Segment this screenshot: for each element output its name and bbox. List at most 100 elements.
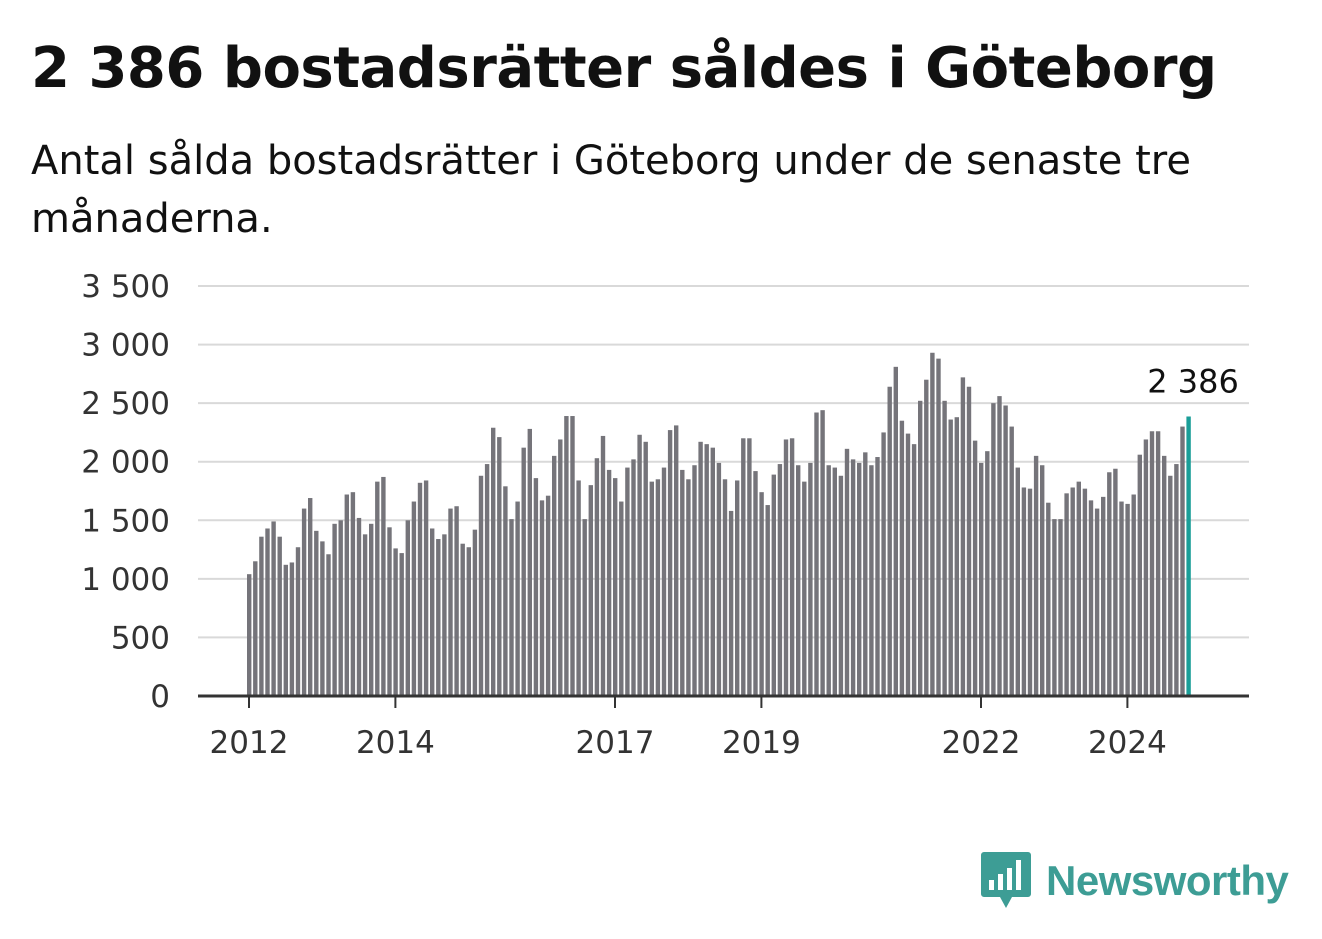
bar xyxy=(564,416,569,696)
bar xyxy=(405,520,410,696)
bar xyxy=(545,495,551,696)
bar xyxy=(698,441,703,696)
bar xyxy=(918,400,923,696)
bar xyxy=(314,530,319,696)
bar xyxy=(997,396,1002,696)
bar xyxy=(802,481,807,696)
bar xyxy=(606,469,612,696)
bar xyxy=(985,451,990,696)
x-axis-labels: 2012 2014 2017 2019 2022 2024 xyxy=(210,696,1167,761)
bar xyxy=(1155,431,1161,696)
bar xyxy=(277,536,282,696)
x-tick-label: 2012 xyxy=(210,725,289,761)
bar xyxy=(491,427,496,696)
bar xyxy=(1094,508,1100,696)
bar xyxy=(283,564,288,696)
x-tick-label: 2024 xyxy=(1088,725,1167,761)
chart-subtitle: Antal sålda bostadsrätter i Göteborg und… xyxy=(31,138,1191,242)
bar xyxy=(966,386,972,696)
bar xyxy=(716,462,722,696)
newsworthy-logo: Newsworthy xyxy=(980,850,1289,912)
bar xyxy=(393,548,398,696)
bar xyxy=(820,410,825,696)
bar xyxy=(704,444,709,696)
bar xyxy=(430,528,435,696)
bar xyxy=(423,480,429,696)
y-tick-label: 3 500 xyxy=(81,269,170,305)
y-tick-label: 2 000 xyxy=(81,445,170,481)
bar xyxy=(869,465,874,696)
bar xyxy=(765,505,770,696)
bar xyxy=(271,521,276,696)
bar xyxy=(991,403,996,696)
bar xyxy=(1174,464,1179,696)
bar xyxy=(1107,472,1112,696)
bar xyxy=(369,523,374,696)
bar xyxy=(1003,405,1008,696)
bar xyxy=(436,539,441,696)
bar xyxy=(771,474,776,696)
bar xyxy=(344,494,349,696)
bar xyxy=(850,459,856,696)
bar xyxy=(875,457,880,696)
bar xyxy=(509,519,514,696)
bar xyxy=(582,519,587,696)
bar xyxy=(948,419,953,696)
bar xyxy=(411,501,417,696)
bar xyxy=(942,400,947,696)
bar xyxy=(259,536,264,696)
bar xyxy=(1027,488,1033,696)
x-tick-label: 2019 xyxy=(722,725,801,761)
bar xyxy=(857,462,862,696)
y-tick-label: 1 500 xyxy=(81,503,170,539)
bar xyxy=(478,475,484,696)
bar-chart-logo-icon xyxy=(981,852,1031,908)
bar xyxy=(515,501,520,696)
bar xyxy=(503,486,508,696)
bars: 2 386 xyxy=(247,352,1239,696)
bar xyxy=(326,554,331,696)
bar xyxy=(1033,455,1039,696)
y-tick-label: 0 xyxy=(150,679,170,715)
bar xyxy=(332,523,337,696)
y-axis-labels: 0 500 1 000 1 500 2 000 2 500 3 000 3 500 xyxy=(81,269,170,715)
bar xyxy=(735,480,740,696)
bar xyxy=(1113,468,1118,696)
bar xyxy=(417,482,423,696)
bar xyxy=(838,475,844,696)
bar xyxy=(1149,431,1155,696)
bar xyxy=(979,462,984,696)
brand-name: Newsworthy xyxy=(1046,857,1289,904)
bar xyxy=(1046,502,1051,696)
bar xyxy=(1162,455,1167,696)
bar xyxy=(320,541,325,696)
bar xyxy=(253,561,258,696)
bar xyxy=(808,462,813,696)
bar xyxy=(484,464,490,696)
bar xyxy=(570,416,575,696)
bar xyxy=(1082,488,1088,696)
bar xyxy=(619,501,624,696)
bar xyxy=(722,479,728,696)
bar xyxy=(680,469,685,696)
bar xyxy=(674,425,679,696)
bar xyxy=(552,455,557,696)
bar xyxy=(1076,481,1081,696)
bar xyxy=(1088,500,1094,696)
bar xyxy=(1070,487,1075,696)
bar xyxy=(796,465,801,696)
bar xyxy=(350,492,356,696)
bar xyxy=(356,517,362,696)
bar xyxy=(777,464,783,696)
bar xyxy=(814,412,819,696)
bar xyxy=(631,459,636,696)
bar xyxy=(747,438,752,696)
bar xyxy=(1040,465,1045,696)
bar xyxy=(844,448,850,696)
y-tick-label: 3 000 xyxy=(81,328,170,364)
bar xyxy=(558,439,563,696)
bar xyxy=(1009,426,1014,696)
bar xyxy=(539,500,545,696)
bar xyxy=(692,465,697,696)
bar xyxy=(741,438,746,696)
